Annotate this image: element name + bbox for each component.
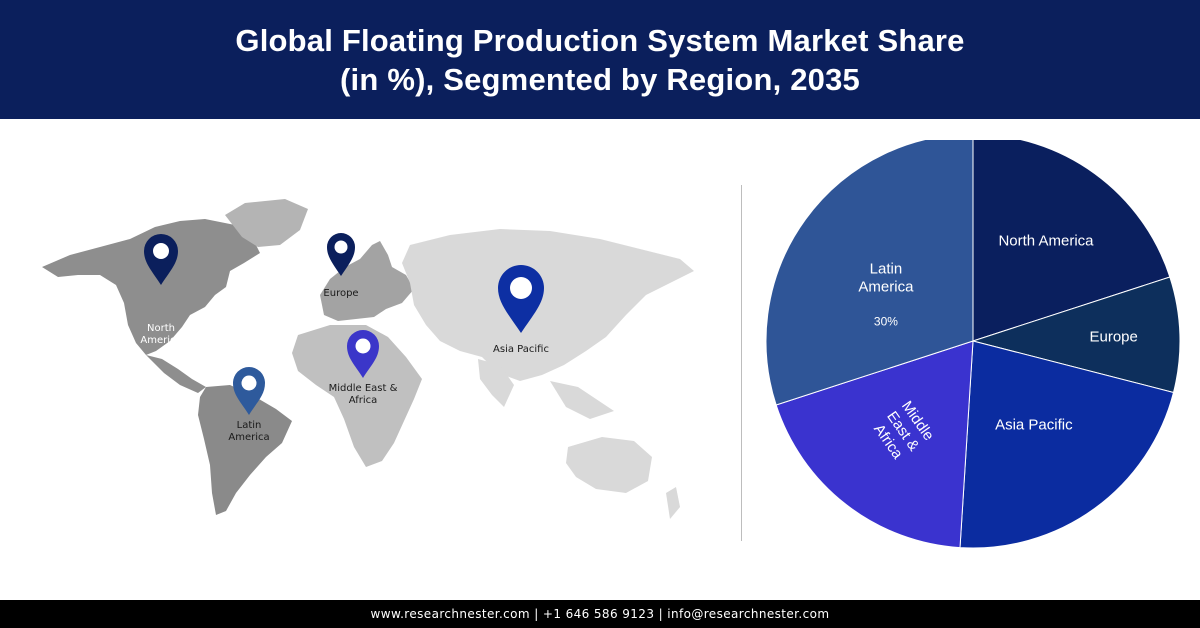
footer-bar: www.researchnester.com | +1 646 586 9123… xyxy=(0,600,1200,628)
pie-data-label-latin-america: 30% xyxy=(874,315,898,329)
pie-slice-middle-east-africa xyxy=(775,340,974,549)
pie-label-europe: Europe xyxy=(1090,329,1138,346)
pie-chart: North America Europe Asia Pacific MiddleEas… xyxy=(755,133,1195,550)
pin-label-europe: Europe xyxy=(323,288,359,299)
map-north-america xyxy=(42,219,260,355)
pie-slice-europe xyxy=(971,276,1181,394)
map-new-zealand xyxy=(666,487,680,519)
pie-label-north-america: North America xyxy=(998,233,1094,250)
map-africa xyxy=(292,325,422,467)
pin-europe-icon xyxy=(327,233,355,276)
pie-label-asia-pacific: Asia Pacific xyxy=(995,417,1073,434)
pie-label-latin-america: Latin America xyxy=(858,261,914,296)
world-map-graphic xyxy=(42,199,694,519)
chart-title-line-1: Global Floating Production System Market… xyxy=(235,22,965,58)
map-australia xyxy=(566,437,652,493)
map-latin-america xyxy=(198,385,292,515)
pin-north-america-icon xyxy=(144,234,178,285)
map-central-america xyxy=(146,355,206,393)
map-pins xyxy=(144,233,544,415)
header-banner: Global Floating Production System Market… xyxy=(0,0,1200,119)
map-south-asia xyxy=(478,359,514,407)
chart-title-line-2: (in %), Segmented by Region, 2035 xyxy=(340,61,860,97)
pie-slice-latin-america xyxy=(765,133,974,406)
world-map: North America Europe Asia Pacific Middle… xyxy=(30,175,710,540)
section-divider xyxy=(741,185,742,541)
pin-middle-east-africa-icon xyxy=(347,330,379,378)
footer-contact-text: www.researchnester.com | +1 646 586 9123… xyxy=(370,607,830,621)
pin-label-asia-pacific: Asia Pacific xyxy=(493,344,549,355)
pin-label-latin-america: Latin America xyxy=(228,420,270,443)
map-southeast-asia xyxy=(550,381,614,419)
map-europe xyxy=(320,241,414,321)
pin-latin-america-icon xyxy=(233,367,265,415)
pie-slice-asia-pacific xyxy=(959,340,1175,549)
map-greenland xyxy=(225,199,308,247)
pin-label-north-america: North America xyxy=(140,323,182,346)
map-asia xyxy=(402,229,694,381)
pin-label-middle-east-africa: Middle East & Africa xyxy=(328,383,398,406)
pin-asia-pacific-icon xyxy=(498,265,544,333)
